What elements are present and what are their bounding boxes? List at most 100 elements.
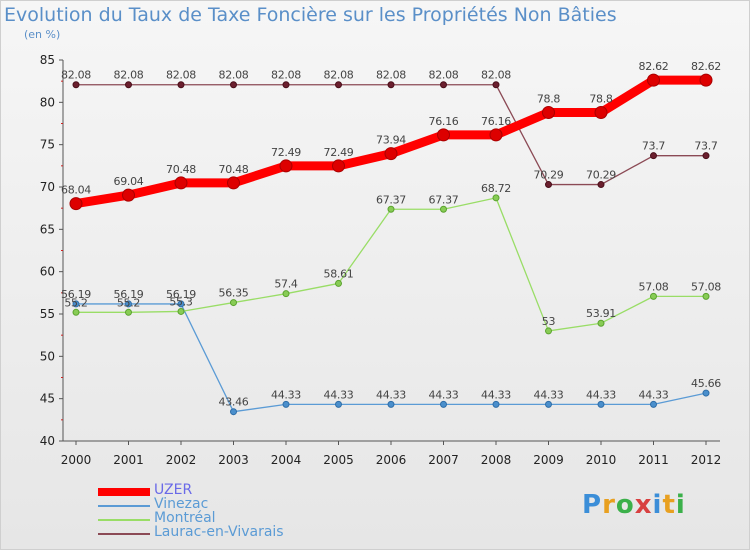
data-point-montr-al [282,290,290,298]
data-point-montr-al [597,319,605,327]
logo-letter: r [602,490,616,520]
data-label-montr-al: 57.08 [691,280,721,293]
data-label-uzer: 78.8 [589,92,613,105]
x-tick-label: 2007 [428,453,459,467]
series-labels: 82.08 82.08 82.08 82.08 82.08 82.08 82.08 82.08… [61,60,722,409]
data-point-vinezac [387,400,395,408]
data-point-montr-al [335,279,342,287]
data-label-laurac-en-vivarais: 82.08 [219,69,249,82]
y-tick-label: 55 [40,307,55,321]
legend-label-vinezac: Vinezac [154,496,209,512]
data-label-laurac-en-vivarais: 82.08 [271,69,301,82]
data-label-montr-al: 67.37 [429,193,459,206]
data-point-uzer [489,128,503,142]
data-label-vinezac: 56.19 [166,288,196,301]
y-tick-label: 40 [40,434,55,448]
data-label-laurac-en-vivarais: 82.08 [166,69,196,82]
data-point-laurac-en-vivarais [335,81,342,89]
data-label-laurac-en-vivarais: 73.7 [642,140,666,153]
data-label-laurac-en-vivarais: 82.08 [114,69,144,82]
logo-letter: P [582,490,603,520]
data-point-vinezac [230,408,237,416]
data-label-montr-al: 56.35 [219,287,249,300]
data-label-uzer: 69.04 [114,175,144,188]
logo-letter: i [652,490,663,520]
data-label-vinezac: 44.33 [586,388,616,401]
data-label-uzer: 76.16 [481,115,511,128]
data-point-uzer [227,176,240,190]
data-label-laurac-en-vivarais: 82.08 [429,69,459,82]
data-label-uzer: 76.16 [429,115,459,128]
data-point-uzer [332,159,345,173]
data-point-montr-al [72,308,80,316]
data-point-laurac-en-vivarais [597,181,605,189]
data-point-montr-al [650,292,657,300]
x-tick-label: 2003 [218,453,249,467]
data-point-uzer [279,159,293,173]
x-tick-label: 2000 [61,453,92,467]
data-label-uzer: 72.49 [324,146,354,159]
data-label-montr-al: 58.61 [324,267,354,280]
data-label-montr-al: 53.91 [586,307,616,320]
data-label-uzer: 78.8 [537,92,561,105]
data-label-uzer: 68.04 [61,184,91,197]
data-label-vinezac: 44.33 [376,388,406,401]
data-label-vinezac: 56.19 [114,288,144,301]
data-label-laurac-en-vivarais: 82.08 [376,69,406,82]
data-label-montr-al: 57.08 [639,280,669,293]
legend-swatch-laurac [98,533,150,535]
data-label-laurac-en-vivarais: 82.08 [61,69,91,82]
data-label-laurac-en-vivarais: 82.08 [324,69,354,82]
x-tick-label: 2012 [691,453,722,467]
x-tick-label: 2001 [113,453,144,467]
x-tick-label: 2009 [533,453,564,467]
data-point-laurac-en-vivarais [72,81,80,89]
data-label-uzer: 82.62 [691,60,721,73]
data-point-montr-al [545,327,552,335]
data-point-laurac-en-vivarais [387,81,395,89]
data-point-vinezac [492,400,500,408]
data-point-uzer [647,73,660,87]
data-point-laurac-en-vivarais [177,81,185,89]
legend-swatch-montreal [98,519,150,521]
data-label-montr-al: 55.3 [169,295,193,308]
data-label-vinezac: 44.33 [534,388,564,401]
y-tick-label: 50 [40,349,55,363]
x-tick-label: 2005 [323,453,354,467]
proxiti-logo: Proxiti [582,490,686,520]
data-label-montr-al: 55.2 [64,296,87,309]
x-tick-label: 2006 [376,453,407,467]
data-label-laurac-en-vivarais: 82.08 [481,69,511,82]
data-point-uzer [542,105,555,119]
data-label-montr-al: 57.4 [274,278,298,291]
data-label-montr-al: 68.72 [481,182,511,195]
data-label-vinezac: 44.33 [271,388,301,401]
legend-swatch-uzer [98,488,150,496]
data-point-montr-al [125,308,132,316]
data-point-uzer [594,105,608,119]
y-tick-label: 60 [40,265,55,279]
x-tick-label: 2010 [586,453,617,467]
y-tick-label: 85 [40,53,55,67]
data-point-uzer [384,147,398,161]
data-label-vinezac: 44.33 [481,388,511,401]
x-tick-label: 2002 [166,453,197,467]
data-point-vinezac [597,400,605,408]
data-label-uzer: 70.48 [166,163,196,176]
data-point-uzer [122,188,135,202]
data-label-montr-al: 55.2 [117,296,140,309]
data-point-laurac-en-vivarais [702,152,710,160]
data-label-montr-al: 53 [542,315,556,328]
data-point-vinezac [72,300,80,308]
data-point-montr-al [230,299,237,307]
data-label-uzer: 73.94 [376,134,406,147]
data-point-montr-al [492,194,500,202]
axes: 40 45 50 55 60 65 70 75 80 85 2000 2001 2002 2003 2004… [40,53,722,467]
data-point-vinezac [440,400,447,408]
data-label-vinezac: 44.33 [639,388,669,401]
data-point-vinezac [545,400,552,408]
data-label-uzer: 72.49 [271,146,301,159]
data-label-vinezac: 44.33 [429,388,459,401]
